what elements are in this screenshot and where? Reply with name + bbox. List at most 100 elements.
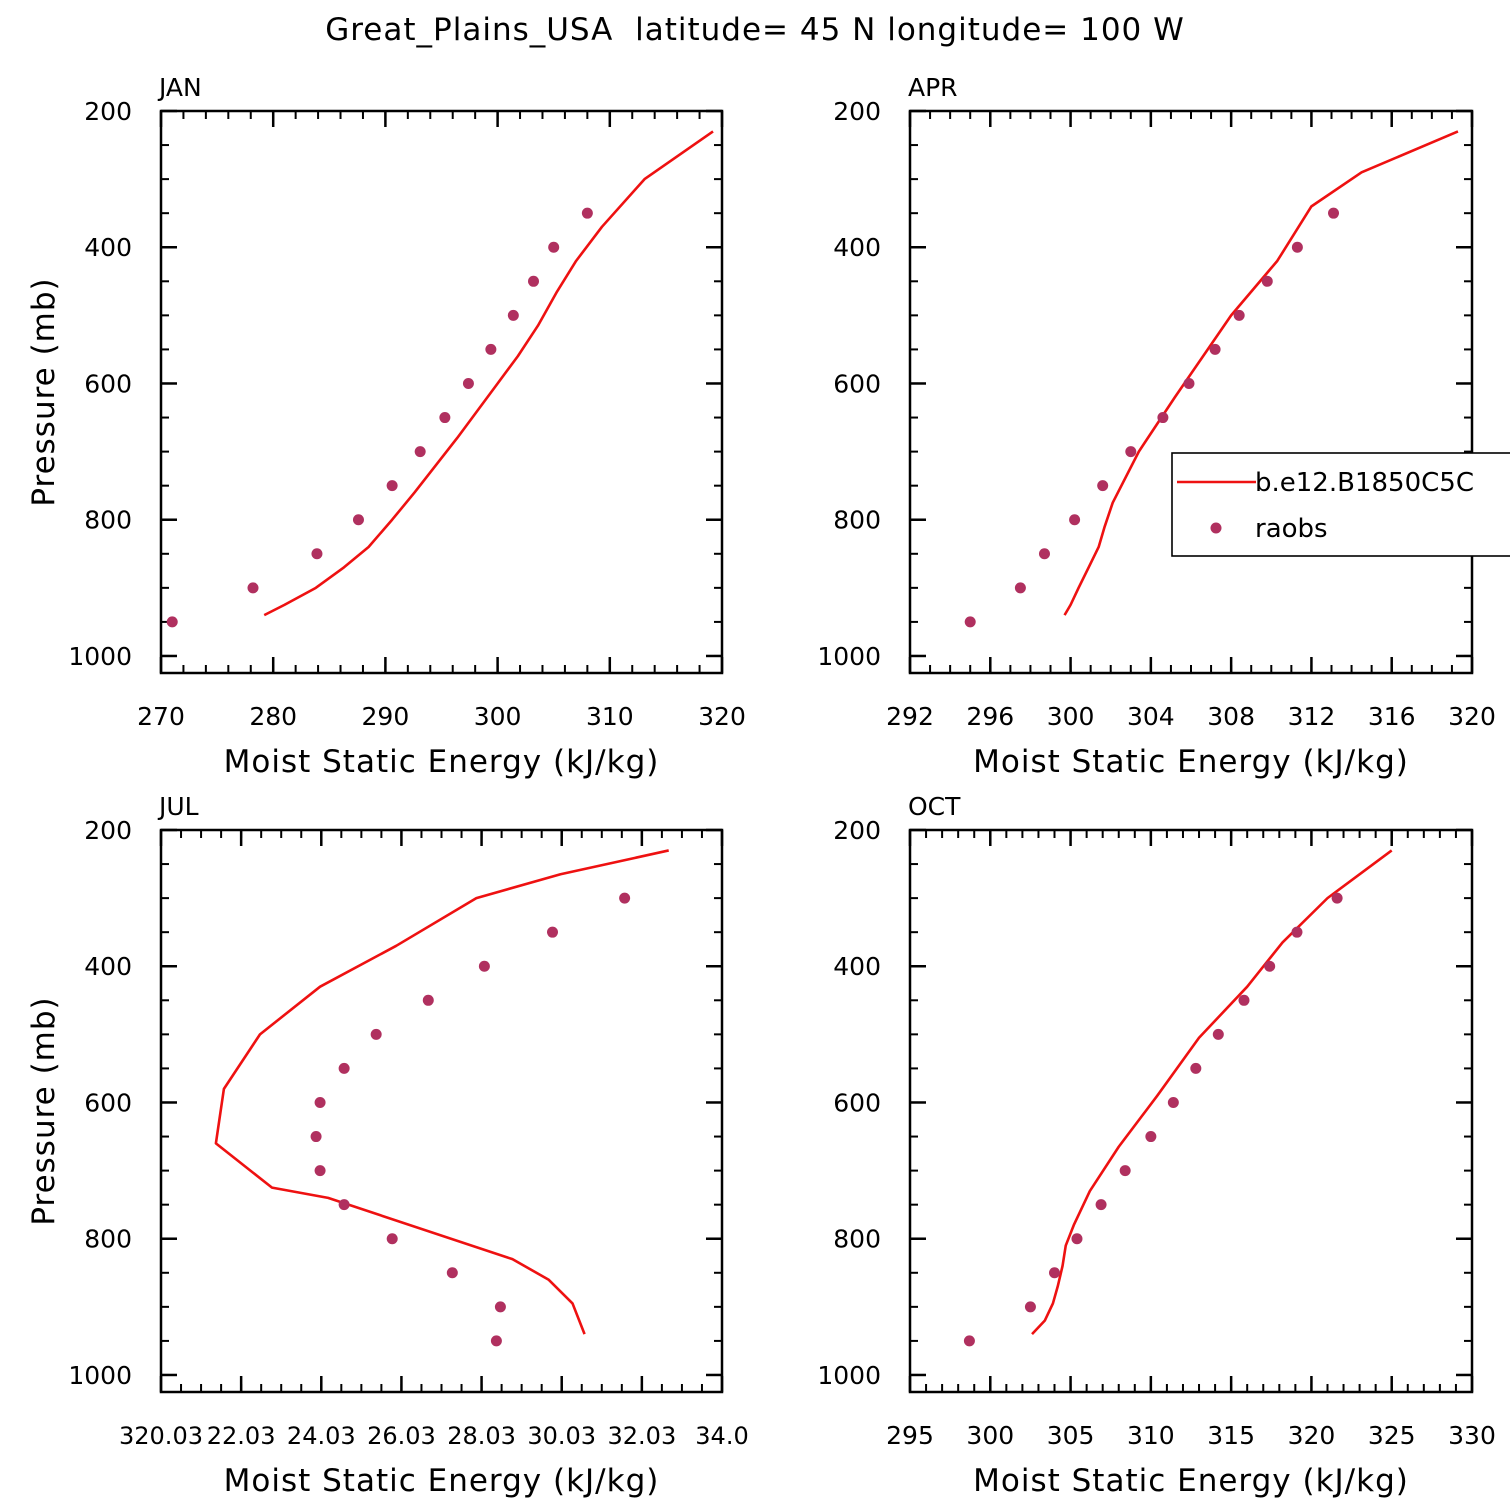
raobs-point <box>247 582 259 594</box>
raobs-point <box>1212 1028 1224 1040</box>
model-line-series <box>1063 130 1459 616</box>
raobs-point <box>1049 1267 1061 1279</box>
x-tick-label: 304 <box>1127 702 1175 731</box>
legend: b.e12.B1850C5C raobs <box>1171 452 1510 557</box>
raobs-point <box>528 275 539 287</box>
raobs-point <box>1264 960 1276 972</box>
x-tick-label: 28.03 <box>447 1422 516 1450</box>
x-tick-label: 310 <box>586 702 634 731</box>
raobs-point <box>1328 207 1340 219</box>
y-tick-label: 1000 <box>68 642 132 671</box>
x-tick-label: 295 <box>886 1421 934 1450</box>
plot-frame <box>908 109 1474 675</box>
y-tick-label: 400 <box>84 952 132 981</box>
raobs-point <box>338 1062 350 1074</box>
y-tick-label: 800 <box>833 1225 881 1254</box>
raobs-point <box>963 1335 975 1347</box>
model-line-series <box>214 849 669 1335</box>
x-tick-label: 320 <box>698 702 746 731</box>
y-tick-label: 200 <box>833 97 881 126</box>
x-tick-label: 320 <box>1288 1421 1336 1450</box>
y-axis-label: Pressure (mb) <box>26 277 62 506</box>
x-tick-label: 32.03 <box>608 1422 677 1450</box>
raobs-point <box>352 514 364 526</box>
legend-label-model: b.e12.B1850C5C <box>1255 468 1474 498</box>
legend-box <box>1171 452 1510 557</box>
x-axis-label: Moist Static Energy (kJ/kg) <box>973 1463 1409 1499</box>
raobs-point <box>446 1267 458 1279</box>
x-tick-label: 30.03 <box>527 1422 596 1450</box>
raobs-point <box>581 207 593 219</box>
raobs-point <box>507 309 519 321</box>
x-tick-label: 300 <box>1047 702 1095 731</box>
raobs-point <box>548 241 560 253</box>
raobs-point <box>386 1233 398 1245</box>
plot-frame <box>159 828 724 1394</box>
raobs-point <box>485 343 497 355</box>
y-tick-label: 200 <box>833 816 881 845</box>
raobs-point <box>1233 309 1245 321</box>
raobs-point <box>1119 1165 1131 1177</box>
y-tick-label: 1000 <box>817 642 881 671</box>
x-tick-label: 300 <box>966 1421 1014 1450</box>
figure-title: Great_Plains_USA latitude= 45 N longitud… <box>325 12 1185 48</box>
raobs-point <box>1069 514 1081 526</box>
x-tick-label: 290 <box>362 702 410 731</box>
y-tick-label: 800 <box>84 506 132 535</box>
x-tick-label: 280 <box>249 702 297 731</box>
x-tick-label: 22.03 <box>207 1422 276 1450</box>
panel-apr: 292 296 300 304 308 312 316 320 200 400 600 800 1000… <box>817 73 1495 780</box>
raobs-point <box>1331 892 1343 904</box>
raobs-point <box>490 1335 502 1347</box>
x-axis-label: Moist Static Energy (kJ/kg) <box>224 744 660 780</box>
raobs-point <box>1024 1301 1036 1313</box>
plot-frame <box>159 109 724 675</box>
raobs-point <box>964 616 976 628</box>
raobs-point <box>619 892 631 904</box>
raobs-point <box>1095 1199 1107 1211</box>
panel-label: OCT <box>908 792 961 821</box>
raobs-point <box>1183 377 1195 389</box>
panel-jul: 320.03 22.03 24.03 26.03 28.03 30.03 32.03 34.0… <box>26 792 749 1499</box>
panel-label: JAN <box>157 73 202 102</box>
raobs-point <box>338 1199 350 1211</box>
x-tick-label: 296 <box>966 702 1014 731</box>
y-axis-label: Pressure (mb) <box>26 996 62 1225</box>
raobs-point <box>1238 994 1250 1006</box>
x-tick-label: 316 <box>1368 702 1416 731</box>
x-tick-label: 305 <box>1047 1421 1095 1450</box>
data-layer <box>964 130 1459 628</box>
x-tick-label: 320.03 <box>119 1422 203 1450</box>
x-tick-label: 312 <box>1288 702 1336 731</box>
panel-oct: 295 300 305 310 315 320 325 330 200 400 600 800 1000… <box>817 792 1495 1499</box>
x-axis-label: Moist Static Energy (kJ/kg) <box>973 744 1409 780</box>
y-tick-label: 400 <box>833 233 881 262</box>
raobs-point <box>1014 582 1026 594</box>
y-tick-label: 600 <box>84 1088 132 1117</box>
y-tick-label: 400 <box>84 233 132 262</box>
x-tick-label: 320 <box>1448 702 1496 731</box>
y-tick-label: 600 <box>84 369 132 398</box>
raobs-point <box>1209 343 1221 355</box>
x-tick-label: 292 <box>886 702 934 731</box>
x-tick-label: 310 <box>1127 1421 1175 1450</box>
raobs-point <box>1097 480 1109 492</box>
y-tick-label: 800 <box>84 1225 132 1254</box>
y-tick-label: 400 <box>833 952 881 981</box>
raobs-point <box>414 446 426 458</box>
raobs-point <box>166 616 178 628</box>
raobs-point <box>1261 275 1273 287</box>
raobs-point <box>494 1301 506 1313</box>
raobs-point <box>422 994 434 1006</box>
x-tick-label: 330 <box>1448 1421 1496 1450</box>
y-tick-label: 800 <box>833 506 881 535</box>
data-layer <box>214 849 669 1347</box>
x-tick-label: 315 <box>1207 1421 1255 1450</box>
raobs-point <box>547 926 558 938</box>
legend-label-raobs: raobs <box>1255 514 1328 544</box>
panel-jan: 270 280 290 300 310 320 200 400 600 800 1000 JAN Moi… <box>26 73 746 780</box>
data-layer <box>963 849 1393 1347</box>
x-tick-label: 325 <box>1368 1421 1416 1450</box>
raobs-point <box>310 1131 322 1143</box>
